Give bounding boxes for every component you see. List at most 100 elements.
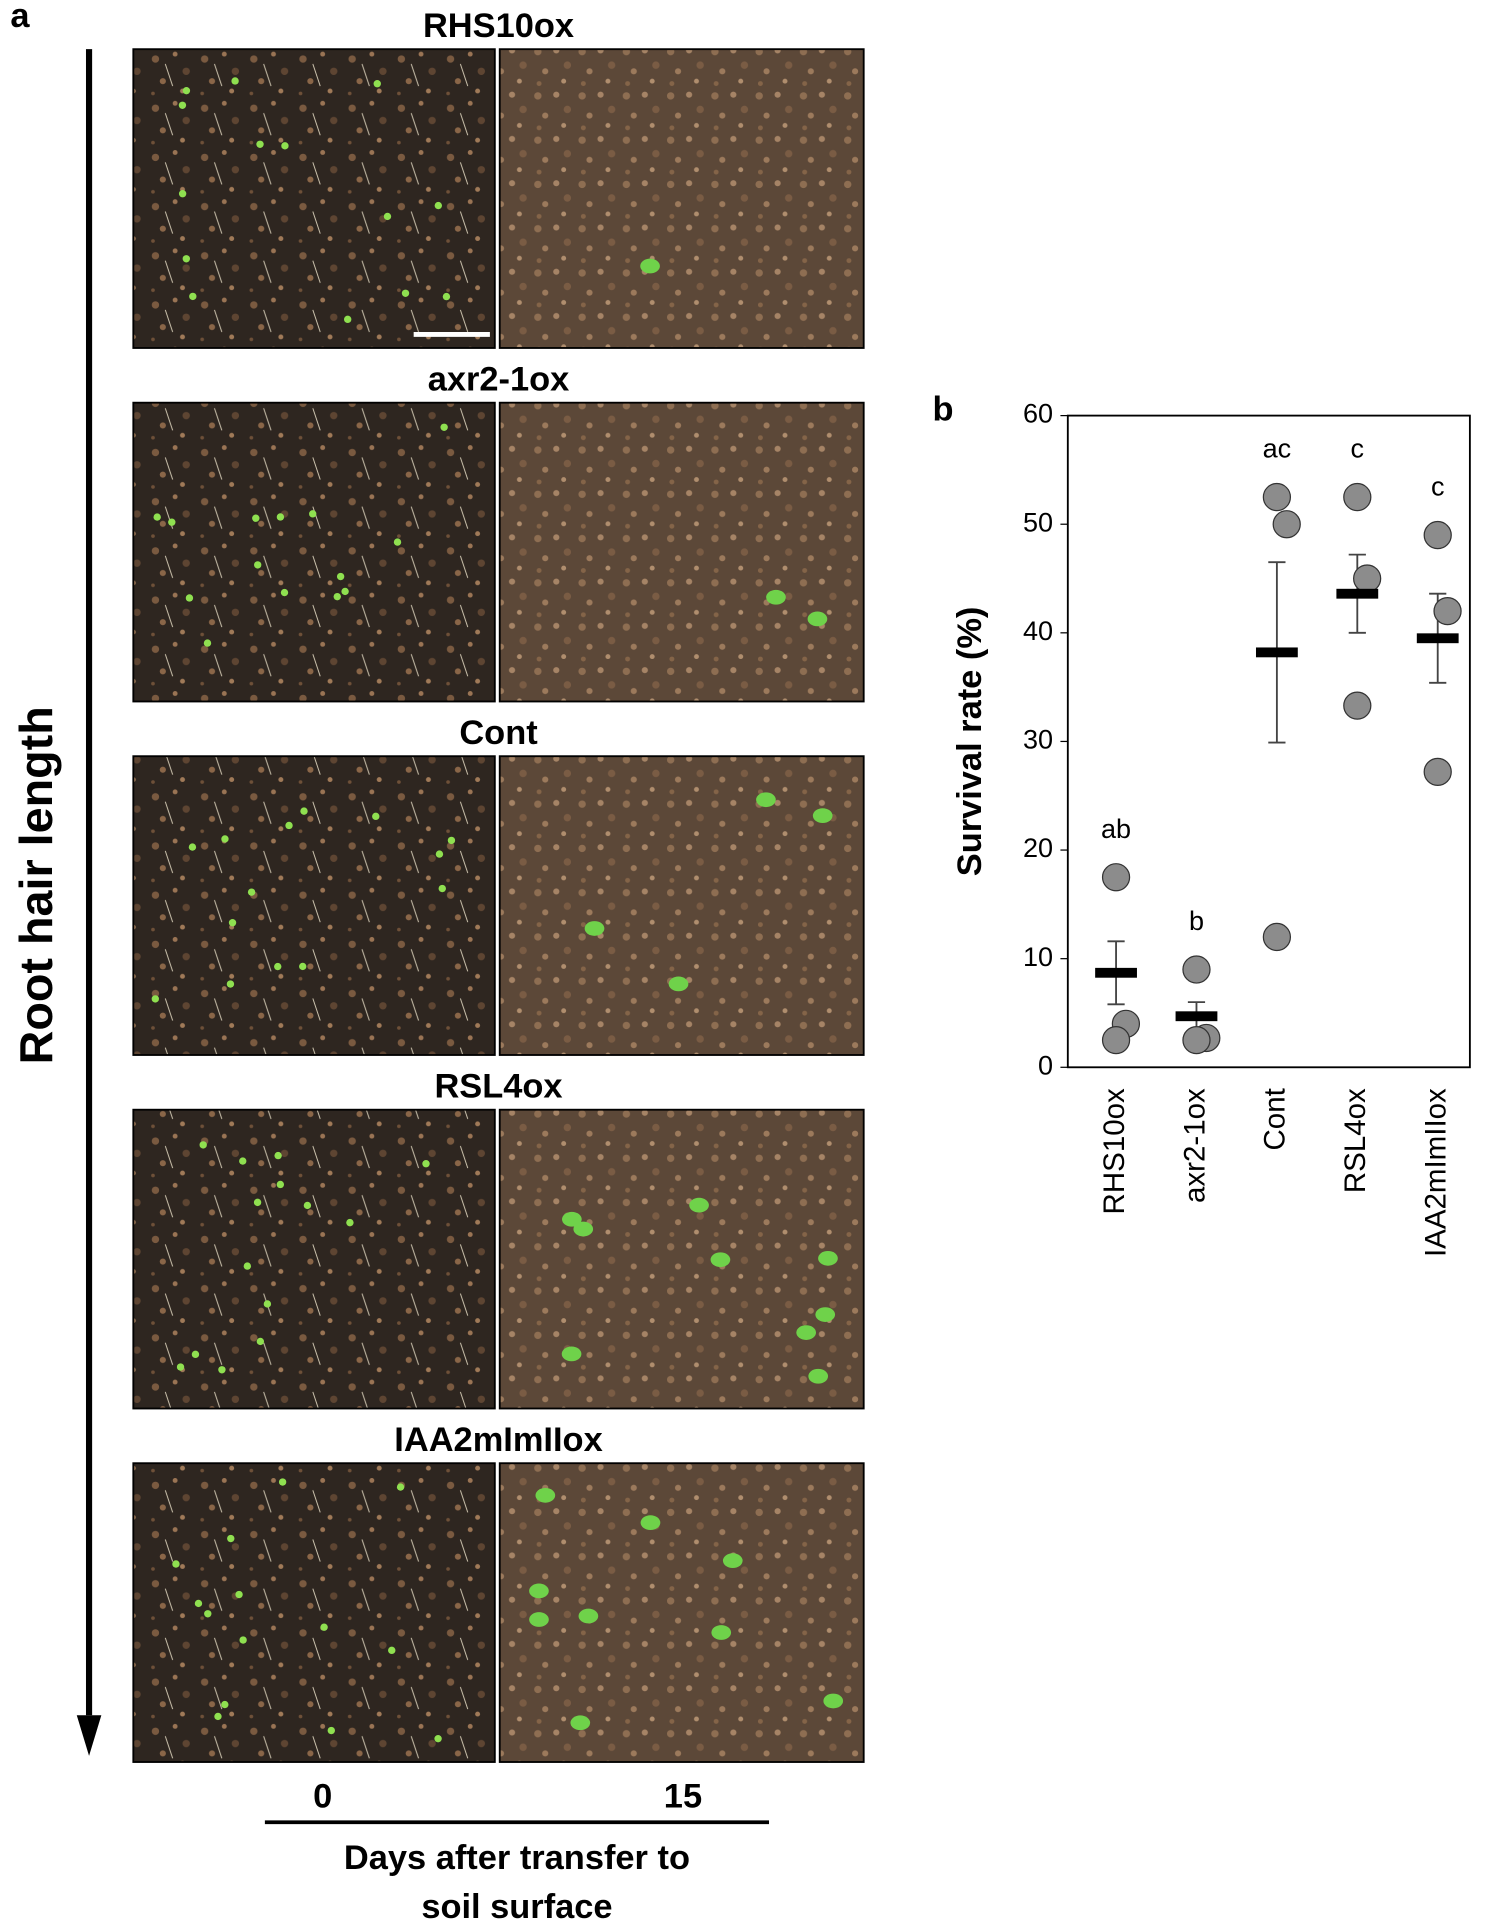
seedling bbox=[401, 289, 410, 297]
mean-bar bbox=[1416, 633, 1459, 644]
y-tick-label: 50 bbox=[1023, 507, 1053, 537]
seedling bbox=[640, 258, 660, 274]
column-label: 15 bbox=[664, 1778, 702, 1816]
seedling bbox=[336, 572, 345, 581]
data-point bbox=[1423, 520, 1452, 550]
mean-bar bbox=[1336, 588, 1379, 599]
seedling bbox=[153, 513, 161, 521]
seedling bbox=[194, 1599, 203, 1608]
seedling bbox=[239, 1157, 247, 1165]
annotation: b bbox=[1189, 906, 1204, 936]
seedling bbox=[442, 292, 451, 301]
seedling bbox=[281, 142, 289, 150]
seedling bbox=[578, 1608, 599, 1624]
panel-label: a bbox=[10, 0, 30, 35]
plot-frame bbox=[1066, 414, 1471, 1069]
panel-label: b bbox=[933, 391, 954, 429]
photo bbox=[498, 755, 865, 1056]
seedling bbox=[276, 1180, 285, 1189]
seedling bbox=[333, 592, 341, 601]
data-point bbox=[1343, 482, 1372, 512]
y-tick-label: 20 bbox=[1023, 833, 1053, 863]
seedling bbox=[668, 976, 689, 992]
seedling bbox=[274, 1151, 282, 1160]
annotation: c bbox=[1431, 472, 1445, 502]
photo bbox=[498, 48, 865, 349]
seedling bbox=[440, 423, 448, 431]
x-label: Days after transfer to bbox=[344, 1839, 690, 1877]
column-label: 0 bbox=[313, 1778, 332, 1816]
x-tick-label: Cont bbox=[1259, 1088, 1292, 1150]
seedling bbox=[562, 1211, 582, 1227]
data-point bbox=[1272, 510, 1301, 539]
seedling bbox=[309, 510, 317, 518]
seedling bbox=[796, 1325, 816, 1340]
seedling bbox=[188, 843, 197, 851]
seedling bbox=[756, 792, 776, 808]
seedling bbox=[254, 561, 262, 569]
seedling bbox=[276, 513, 285, 521]
seedling bbox=[818, 1250, 838, 1266]
seedling bbox=[711, 1625, 732, 1640]
y-tick-label: 40 bbox=[1023, 616, 1053, 646]
y-tick-label: 60 bbox=[1023, 399, 1053, 429]
seedling bbox=[168, 518, 176, 526]
seedling bbox=[231, 77, 239, 85]
seedling bbox=[221, 835, 229, 843]
seedling bbox=[561, 1346, 582, 1362]
y-tick-label: 10 bbox=[1023, 942, 1053, 972]
photo bbox=[498, 1108, 865, 1410]
seedling bbox=[393, 538, 402, 546]
seedling bbox=[722, 1553, 743, 1569]
annotation: c bbox=[1351, 434, 1365, 464]
x-tick-label: RHS10ox bbox=[1098, 1088, 1131, 1215]
seedling bbox=[807, 611, 828, 627]
seedling bbox=[640, 1515, 661, 1531]
seedling bbox=[247, 888, 256, 896]
seedling bbox=[235, 1590, 243, 1599]
seedling bbox=[535, 1487, 556, 1503]
seedling bbox=[372, 812, 380, 821]
y-tick-label: 0 bbox=[1038, 1050, 1053, 1080]
seedling bbox=[203, 639, 212, 647]
seedling bbox=[185, 594, 194, 602]
seedling bbox=[434, 1734, 442, 1743]
seedling bbox=[191, 1350, 200, 1359]
seedling bbox=[689, 1197, 709, 1213]
data-point bbox=[1353, 564, 1382, 593]
seedling bbox=[182, 87, 191, 95]
seedling bbox=[435, 850, 444, 858]
seedling bbox=[303, 1201, 312, 1210]
seedling bbox=[280, 588, 289, 597]
seedling bbox=[327, 1726, 335, 1735]
seedling bbox=[422, 1160, 430, 1168]
seedling bbox=[199, 1141, 207, 1149]
seedling bbox=[218, 1366, 226, 1374]
seedling bbox=[285, 821, 293, 830]
seedling bbox=[438, 884, 446, 893]
seedling bbox=[346, 1218, 354, 1227]
arrow-head bbox=[76, 1715, 102, 1756]
seedling bbox=[176, 1363, 185, 1371]
seedling bbox=[373, 80, 381, 88]
x-tick-label: IAA2mImIIox bbox=[1420, 1088, 1453, 1257]
seedling bbox=[263, 1300, 272, 1308]
data-point bbox=[1433, 596, 1462, 626]
seedling bbox=[447, 836, 456, 845]
seedling bbox=[341, 587, 349, 596]
annotation: ab bbox=[1101, 814, 1131, 844]
mean-bar bbox=[1175, 1011, 1218, 1022]
seedling bbox=[274, 962, 282, 971]
seedling bbox=[256, 140, 264, 148]
data-point bbox=[1101, 863, 1131, 892]
x-tick-label: RSL4ox bbox=[1339, 1088, 1372, 1193]
data-point bbox=[1262, 922, 1292, 952]
seedling bbox=[766, 589, 786, 605]
seedling bbox=[570, 1715, 591, 1731]
seedling bbox=[529, 1583, 549, 1599]
seedling bbox=[226, 980, 235, 988]
data-point bbox=[1423, 757, 1452, 786]
y-axis-label: Survival rate (%) bbox=[951, 607, 989, 877]
data-point bbox=[1343, 691, 1372, 720]
seedling bbox=[189, 292, 197, 301]
